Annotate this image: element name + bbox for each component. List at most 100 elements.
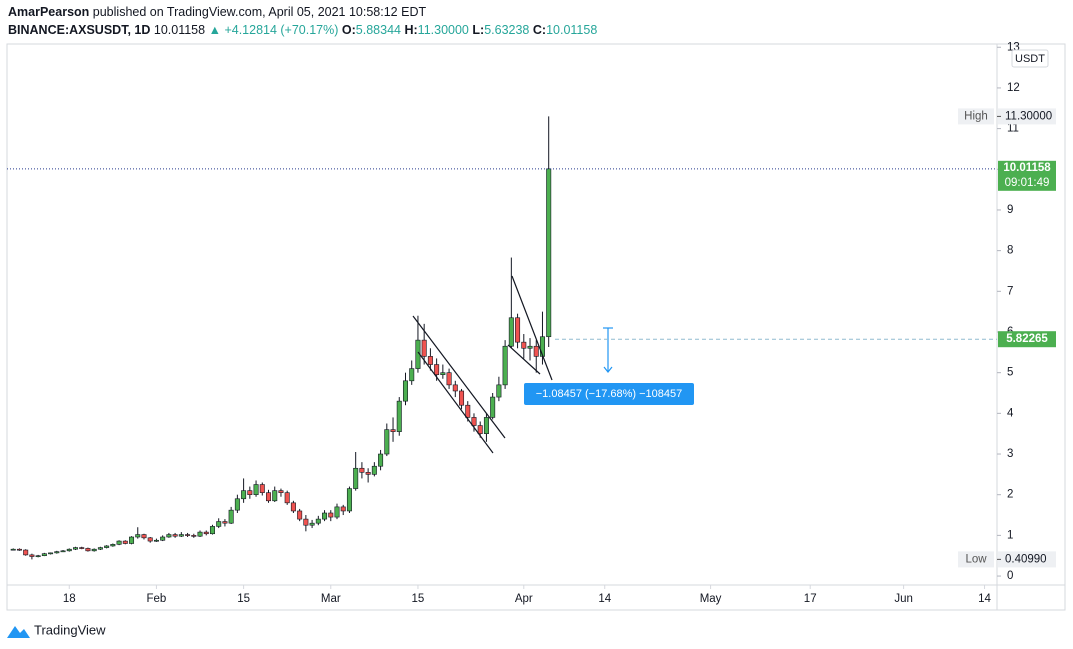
candle-body: [97, 547, 103, 550]
frame: [6, 43, 1066, 611]
candle-body: [153, 539, 159, 542]
marker-name-box: [958, 108, 994, 125]
brand: TradingView: [34, 622, 106, 637]
y-tick-label: 1: [1007, 529, 1013, 541]
y-tick-label: 7: [1007, 285, 1013, 297]
candle-body: [539, 336, 545, 357]
candle-body: [483, 417, 489, 434]
candle-body: [60, 550, 66, 553]
candle-body: [477, 425, 483, 434]
x-tick-label: 15: [412, 593, 425, 605]
y-tick-label: 3: [1007, 448, 1013, 460]
candle-body: [346, 488, 352, 512]
candle-body: [521, 341, 527, 349]
trend-line: [412, 315, 506, 439]
y-tick-label: 12: [1007, 82, 1020, 94]
arrow-head: [603, 366, 613, 373]
hline-label: 5.82265: [1006, 333, 1048, 345]
candle-body: [402, 380, 408, 402]
candle-body: [216, 521, 222, 527]
y-tick-label: 4: [1007, 407, 1014, 419]
candle-body: [527, 345, 533, 349]
logo: TradingView: [7, 622, 106, 638]
x-tick-label: Feb: [147, 593, 167, 605]
candle-body: [278, 490, 284, 493]
candle-body: [502, 345, 508, 386]
last-price-box: [998, 160, 1056, 191]
x-tick-label: Apr: [515, 593, 533, 605]
candle-body: [359, 467, 365, 473]
y-tick-label: 0: [1007, 570, 1013, 582]
last-price-label: 10.01158: [1003, 162, 1051, 174]
candle-body: [10, 548, 16, 551]
measure-box: [524, 383, 694, 405]
y-tick-label: 5: [1007, 367, 1013, 379]
candle-body: [203, 531, 209, 535]
candle-body: [496, 384, 502, 398]
y-tick-label: 8: [1007, 245, 1013, 257]
x-tick-label: 14: [978, 593, 991, 605]
candle-body: [421, 339, 427, 357]
candle-body: [185, 534, 191, 536]
candle-body: [66, 548, 72, 552]
candle-body: [16, 548, 22, 551]
candle-body: [515, 317, 521, 343]
candle-body: [54, 551, 60, 554]
y-tick-label: 9: [1007, 204, 1013, 216]
candle-body: [48, 552, 54, 555]
candle-body: [315, 518, 321, 524]
publish-line: AmarPearson published on TradingView.com…: [8, 3, 597, 21]
candle-body: [79, 547, 85, 549]
candle-body: [41, 553, 47, 557]
candle-body: [172, 534, 178, 537]
countdown: 09:01:49: [1005, 177, 1050, 189]
candle-body: [371, 465, 377, 475]
symbol: BINANCE:AXSUSDT, 1D: [8, 23, 151, 37]
h: 11.30000: [417, 23, 469, 37]
candle-body: [209, 526, 215, 535]
candle-body: [122, 540, 128, 544]
candle-body: [147, 537, 153, 542]
candle-body: [434, 364, 440, 376]
marker-value: 11.30000: [1005, 110, 1052, 122]
c: 10.01158: [546, 23, 598, 37]
trend-line: [511, 275, 553, 381]
candle-body: [365, 472, 371, 475]
candle-body: [471, 417, 477, 426]
candle-body: [533, 345, 539, 357]
marker-value: 0.40990: [1005, 553, 1047, 565]
symbol-line: BINANCE:AXSUSDT, 1D 10.01158 ▲ +4.12814 …: [8, 21, 597, 39]
candle-body: [390, 429, 396, 432]
candle-body: [104, 545, 110, 548]
currency: USDT: [1015, 53, 1045, 65]
candle-body: [72, 547, 78, 550]
candle-body: [309, 522, 315, 526]
arrow: ▲: [208, 23, 221, 37]
change: +4.12814 (+70.17%): [224, 23, 339, 37]
measure-label: −1.08457 (−17.68%) −108457: [536, 388, 683, 400]
marker-name: High: [964, 110, 988, 122]
o-label: O:: [341, 23, 356, 37]
candle-body: [459, 390, 465, 406]
x-tick-label: 17: [804, 593, 817, 605]
trend-line: [507, 344, 541, 375]
x-tick-label: 18: [63, 593, 76, 605]
x-tick-label: 15: [237, 593, 250, 605]
candle-body: [247, 490, 253, 495]
candle-body: [234, 498, 240, 511]
marker-name: Low: [965, 553, 987, 565]
candle-body: [334, 506, 340, 518]
x-tick-label: Mar: [321, 593, 341, 605]
candle-body: [35, 555, 41, 558]
published: published on TradingView.com, April 05, …: [92, 5, 427, 19]
candle-body: [191, 535, 197, 537]
candle-body: [253, 484, 259, 495]
candle-body: [91, 548, 97, 552]
candle-body: [340, 506, 346, 512]
candle-body: [241, 490, 247, 500]
candle-body: [427, 356, 433, 365]
measure-arrow: [603, 327, 613, 373]
candle-body: [465, 404, 471, 418]
candle-body: [297, 510, 303, 520]
